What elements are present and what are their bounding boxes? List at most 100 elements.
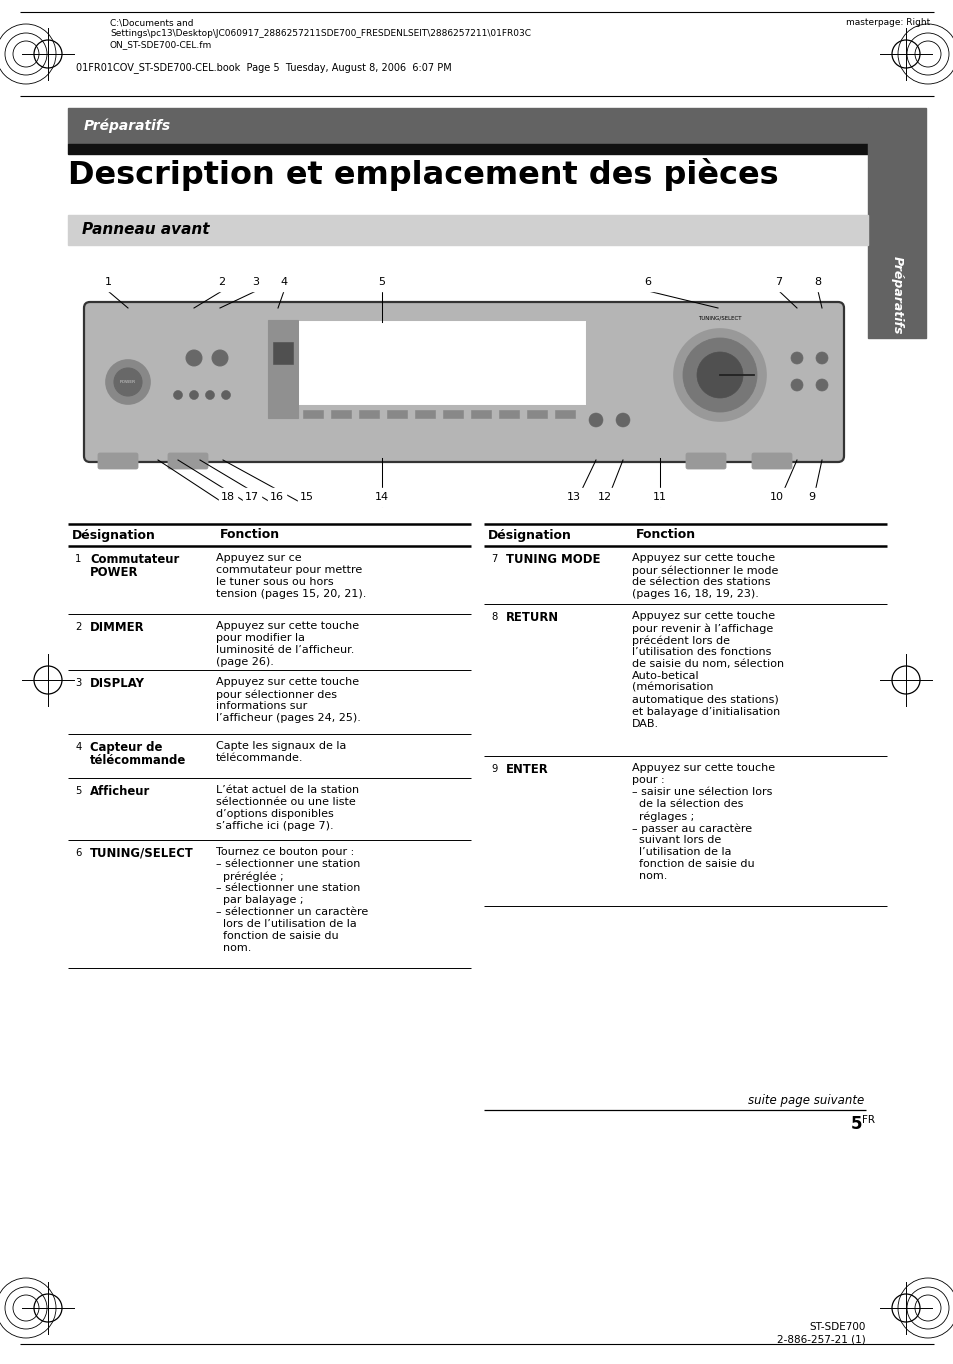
Text: nom.: nom. bbox=[215, 943, 251, 953]
Text: 17: 17 bbox=[245, 492, 259, 502]
Circle shape bbox=[697, 352, 742, 398]
Bar bbox=[769, 273, 787, 291]
Text: Appuyez sur ce: Appuyez sur ce bbox=[215, 552, 301, 563]
Bar bbox=[650, 488, 668, 506]
Text: 3: 3 bbox=[75, 678, 82, 687]
Bar bbox=[243, 488, 261, 506]
Bar bbox=[488, 610, 500, 623]
Bar bbox=[213, 273, 231, 291]
Circle shape bbox=[190, 390, 198, 400]
Text: pour modifier la: pour modifier la bbox=[215, 633, 305, 642]
Bar bbox=[767, 488, 785, 506]
Text: Capte les signaux de la: Capte les signaux de la bbox=[215, 741, 346, 752]
Bar bbox=[526, 411, 546, 417]
Text: informations sur: informations sur bbox=[215, 701, 307, 711]
Circle shape bbox=[173, 390, 182, 400]
Text: Préparatifs: Préparatifs bbox=[889, 256, 902, 336]
Text: ENTER: ENTER bbox=[505, 762, 548, 776]
Text: de saisie du nom, sélection: de saisie du nom, sélection bbox=[631, 659, 783, 668]
Text: commutateur pour mettre: commutateur pour mettre bbox=[215, 565, 362, 576]
Text: nom.: nom. bbox=[631, 872, 667, 881]
Text: Appuyez sur cette touche: Appuyez sur cette touche bbox=[631, 611, 774, 621]
Bar bbox=[297, 488, 315, 506]
Text: et balayage d’initialisation: et balayage d’initialisation bbox=[631, 707, 780, 717]
Text: Panneau avant: Panneau avant bbox=[82, 222, 210, 237]
Text: 7: 7 bbox=[775, 277, 781, 286]
Bar bbox=[268, 488, 286, 506]
Text: automatique des stations): automatique des stations) bbox=[631, 696, 778, 705]
Bar bbox=[808, 273, 826, 291]
Circle shape bbox=[588, 413, 602, 427]
Text: – sélectionner un caractère: – sélectionner un caractère bbox=[215, 907, 368, 917]
Bar bbox=[71, 784, 85, 797]
Bar bbox=[802, 488, 821, 506]
Text: 10: 10 bbox=[769, 492, 783, 502]
Bar bbox=[247, 273, 265, 291]
Text: Description et emplacement des pièces: Description et emplacement des pièces bbox=[68, 158, 778, 191]
Circle shape bbox=[106, 360, 150, 404]
Text: Appuyez sur cette touche: Appuyez sur cette touche bbox=[215, 677, 358, 687]
Circle shape bbox=[815, 379, 827, 391]
Text: 2: 2 bbox=[218, 277, 225, 286]
Text: Appuyez sur cette touche: Appuyez sur cette touche bbox=[631, 552, 774, 563]
Text: préréglée ;: préréglée ; bbox=[215, 872, 283, 881]
Text: 7: 7 bbox=[491, 554, 497, 563]
Circle shape bbox=[616, 413, 629, 427]
Bar bbox=[71, 846, 85, 859]
Text: Commutateur: Commutateur bbox=[90, 552, 179, 566]
Bar bbox=[71, 741, 85, 753]
Text: 6: 6 bbox=[75, 847, 82, 858]
FancyBboxPatch shape bbox=[84, 301, 843, 462]
Bar bbox=[358, 411, 378, 417]
Bar bbox=[71, 677, 85, 689]
Circle shape bbox=[673, 329, 765, 421]
Bar bbox=[373, 488, 391, 506]
Text: masterpage: Right: masterpage: Right bbox=[845, 18, 929, 27]
Text: d’options disponibles: d’options disponibles bbox=[215, 809, 334, 818]
Text: l’afficheur (pages 24, 25).: l’afficheur (pages 24, 25). bbox=[215, 713, 360, 723]
Text: fonction de saisie du: fonction de saisie du bbox=[215, 932, 338, 941]
Text: – sélectionner une station: – sélectionner une station bbox=[215, 883, 360, 893]
Bar bbox=[639, 273, 657, 291]
Bar bbox=[555, 411, 575, 417]
Text: 16: 16 bbox=[270, 492, 284, 502]
Text: suivant lors de: suivant lors de bbox=[631, 835, 720, 846]
FancyBboxPatch shape bbox=[751, 453, 791, 469]
Text: 14: 14 bbox=[375, 492, 389, 502]
Bar bbox=[596, 488, 614, 506]
Text: (pages 16, 18, 19, 23).: (pages 16, 18, 19, 23). bbox=[631, 589, 758, 599]
Bar bbox=[71, 621, 85, 633]
Text: 2-886-257-21 (1): 2-886-257-21 (1) bbox=[777, 1334, 865, 1344]
Text: TUNING/SELECT: TUNING/SELECT bbox=[698, 316, 741, 321]
Text: 1: 1 bbox=[75, 554, 82, 563]
Bar bbox=[71, 552, 85, 565]
Circle shape bbox=[221, 390, 231, 400]
Text: l’utilisation de la: l’utilisation de la bbox=[631, 847, 731, 857]
Bar bbox=[68, 216, 867, 246]
Bar bbox=[498, 411, 518, 417]
Text: DIMMER: DIMMER bbox=[90, 621, 144, 634]
Circle shape bbox=[682, 338, 757, 412]
Text: par balayage ;: par balayage ; bbox=[215, 895, 303, 904]
Text: 3: 3 bbox=[253, 277, 259, 286]
Text: 2: 2 bbox=[75, 622, 82, 632]
Text: tension (pages 15, 20, 21).: tension (pages 15, 20, 21). bbox=[215, 589, 366, 599]
Text: RETURN: RETURN bbox=[505, 611, 558, 623]
Text: DISPLAY: DISPLAY bbox=[90, 677, 145, 690]
Text: (page 26).: (page 26). bbox=[215, 657, 274, 667]
Text: réglages ;: réglages ; bbox=[631, 812, 694, 821]
Text: pour sélectionner le mode: pour sélectionner le mode bbox=[631, 565, 778, 576]
Text: de sélection des stations: de sélection des stations bbox=[631, 577, 770, 587]
Bar bbox=[303, 411, 323, 417]
Bar bbox=[99, 273, 117, 291]
Text: pour revenir à l’affichage: pour revenir à l’affichage bbox=[631, 623, 773, 633]
Bar bbox=[564, 488, 582, 506]
Text: 1: 1 bbox=[105, 277, 112, 286]
Text: L’état actuel de la station: L’état actuel de la station bbox=[215, 786, 358, 795]
Text: 8: 8 bbox=[491, 611, 497, 622]
Text: s’affiche ici (page 7).: s’affiche ici (page 7). bbox=[215, 821, 334, 831]
Text: Capteur de: Capteur de bbox=[90, 741, 162, 754]
FancyBboxPatch shape bbox=[168, 453, 208, 469]
Text: DAB.: DAB. bbox=[631, 719, 659, 728]
Text: 9: 9 bbox=[491, 764, 497, 773]
